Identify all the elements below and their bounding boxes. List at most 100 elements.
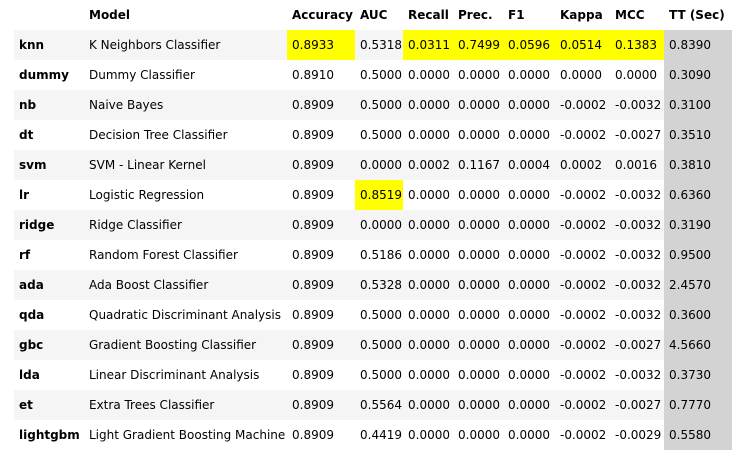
cell-mcc: -0.0032 bbox=[610, 210, 664, 240]
cell-accuracy: 0.8909 bbox=[287, 270, 355, 300]
cell-auc: 0.0000 bbox=[355, 150, 403, 180]
header-tt-sec: TT (Sec) bbox=[664, 0, 732, 30]
cell-mcc: -0.0032 bbox=[610, 240, 664, 270]
cell-f1: 0.0596 bbox=[503, 30, 555, 60]
cell-tt: 0.3510 bbox=[664, 120, 732, 150]
cell-mcc: -0.0032 bbox=[610, 270, 664, 300]
cell-prec: 0.0000 bbox=[453, 60, 503, 90]
cell-tt: 0.3190 bbox=[664, 210, 732, 240]
cell-recall: 0.0000 bbox=[403, 390, 453, 420]
cell-auc: 0.5328 bbox=[355, 270, 403, 300]
row-id: nb bbox=[14, 90, 84, 120]
cell-prec: 0.0000 bbox=[453, 210, 503, 240]
cell-auc: 0.5318 bbox=[355, 30, 403, 60]
header-row: Model Accuracy AUC Recall Prec. F1 Kappa… bbox=[14, 0, 732, 30]
header-prec: Prec. bbox=[453, 0, 503, 30]
cell-kappa: -0.0002 bbox=[555, 210, 610, 240]
cell-accuracy: 0.8909 bbox=[287, 90, 355, 120]
cell-f1: 0.0000 bbox=[503, 240, 555, 270]
cell-prec: 0.0000 bbox=[453, 270, 503, 300]
cell-tt: 0.5580 bbox=[664, 420, 732, 450]
cell-tt: 4.5660 bbox=[664, 330, 732, 360]
cell-prec: 0.0000 bbox=[453, 90, 503, 120]
cell-mcc: 0.0000 bbox=[610, 60, 664, 90]
cell-prec: 0.0000 bbox=[453, 300, 503, 330]
cell-f1: 0.0000 bbox=[503, 330, 555, 360]
cell-mcc: 0.1383 bbox=[610, 30, 664, 60]
cell-f1: 0.0000 bbox=[503, 90, 555, 120]
cell-tt: 0.3600 bbox=[664, 300, 732, 330]
row-id: dt bbox=[14, 120, 84, 150]
cell-accuracy: 0.8909 bbox=[287, 180, 355, 210]
row-id: qda bbox=[14, 300, 84, 330]
cell-mcc: -0.0032 bbox=[610, 90, 664, 120]
cell-prec: 0.1167 bbox=[453, 150, 503, 180]
cell-accuracy: 0.8933 bbox=[287, 30, 355, 60]
table-row: dt Decision Tree Classifier 0.8909 0.5000 0.… bbox=[14, 120, 732, 150]
cell-model: SVM - Linear Kernel bbox=[84, 150, 287, 180]
cell-recall: 0.0000 bbox=[403, 270, 453, 300]
cell-mcc: -0.0027 bbox=[610, 120, 664, 150]
cell-tt: 0.3730 bbox=[664, 360, 732, 390]
row-id: rf bbox=[14, 240, 84, 270]
table-row: lr Logistic Regression 0.8909 0.8519 0.0000 0… bbox=[14, 180, 732, 210]
table-row: svm SVM - Linear Kernel 0.8909 0.0000 0.0002… bbox=[14, 150, 732, 180]
cell-f1: 0.0000 bbox=[503, 390, 555, 420]
cell-prec: 0.0000 bbox=[453, 120, 503, 150]
header-f1: F1 bbox=[503, 0, 555, 30]
table-row: dummy Dummy Classifier 0.8910 0.5000 0.0000 0… bbox=[14, 60, 732, 90]
cell-f1: 0.0000 bbox=[503, 420, 555, 450]
cell-recall: 0.0000 bbox=[403, 210, 453, 240]
header-kappa: Kappa bbox=[555, 0, 610, 30]
cell-accuracy: 0.8909 bbox=[287, 240, 355, 270]
cell-kappa: -0.0002 bbox=[555, 270, 610, 300]
cell-model: Ada Boost Classifier bbox=[84, 270, 287, 300]
cell-mcc: -0.0027 bbox=[610, 330, 664, 360]
cell-kappa: -0.0002 bbox=[555, 90, 610, 120]
cell-kappa: -0.0002 bbox=[555, 390, 610, 420]
cell-recall: 0.0000 bbox=[403, 420, 453, 450]
cell-recall: 0.0000 bbox=[403, 120, 453, 150]
cell-kappa: -0.0002 bbox=[555, 330, 610, 360]
header-auc: AUC bbox=[355, 0, 403, 30]
cell-auc: 0.5564 bbox=[355, 390, 403, 420]
cell-tt: 0.9500 bbox=[664, 240, 732, 270]
cell-f1: 0.0000 bbox=[503, 210, 555, 240]
cell-prec: 0.0000 bbox=[453, 420, 503, 450]
cell-kappa: -0.0002 bbox=[555, 300, 610, 330]
cell-accuracy: 0.8909 bbox=[287, 210, 355, 240]
cell-model: Quadratic Discriminant Analysis bbox=[84, 300, 287, 330]
table-row: nb Naive Bayes 0.8909 0.5000 0.0000 0.0000 0.0… bbox=[14, 90, 732, 120]
cell-auc: 0.5000 bbox=[355, 120, 403, 150]
cell-kappa: 0.0002 bbox=[555, 150, 610, 180]
cell-recall: 0.0311 bbox=[403, 30, 453, 60]
cell-accuracy: 0.8909 bbox=[287, 330, 355, 360]
cell-model: Ridge Classifier bbox=[84, 210, 287, 240]
cell-prec: 0.0000 bbox=[453, 330, 503, 360]
cell-mcc: -0.0027 bbox=[610, 390, 664, 420]
cell-recall: 0.0000 bbox=[403, 90, 453, 120]
cell-prec: 0.0000 bbox=[453, 240, 503, 270]
cell-model: Gradient Boosting Classifier bbox=[84, 330, 287, 360]
cell-accuracy: 0.8909 bbox=[287, 420, 355, 450]
model-comparison-table: Model Accuracy AUC Recall Prec. F1 Kappa… bbox=[14, 0, 732, 450]
cell-f1: 0.0000 bbox=[503, 180, 555, 210]
row-id: gbc bbox=[14, 330, 84, 360]
table-row: gbc Gradient Boosting Classifier 0.8909 0.5… bbox=[14, 330, 732, 360]
table-row: lightgbm Light Gradient Boosting Machine 0… bbox=[14, 420, 732, 450]
cell-model: Logistic Regression bbox=[84, 180, 287, 210]
row-id: lda bbox=[14, 360, 84, 390]
cell-mcc: -0.0032 bbox=[610, 300, 664, 330]
cell-auc: 0.5186 bbox=[355, 240, 403, 270]
table-row: knn K Neighbors Classifier 0.8933 0.5318 0.0… bbox=[14, 30, 732, 60]
cell-recall: 0.0002 bbox=[403, 150, 453, 180]
header-index bbox=[14, 0, 84, 30]
cell-mcc: -0.0032 bbox=[610, 360, 664, 390]
cell-recall: 0.0000 bbox=[403, 180, 453, 210]
cell-prec: 0.0000 bbox=[453, 360, 503, 390]
cell-model: Extra Trees Classifier bbox=[84, 390, 287, 420]
row-id: lr bbox=[14, 180, 84, 210]
row-id: dummy bbox=[14, 60, 84, 90]
cell-f1: 0.0000 bbox=[503, 270, 555, 300]
cell-mcc: -0.0029 bbox=[610, 420, 664, 450]
